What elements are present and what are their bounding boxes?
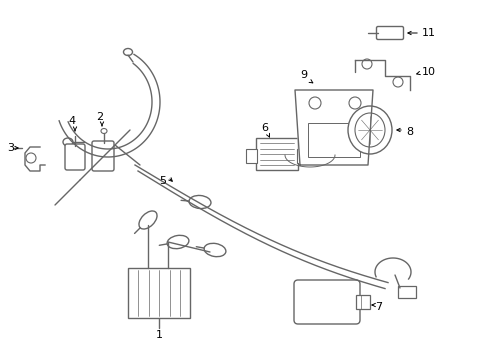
- Text: 3: 3: [7, 143, 14, 153]
- Circle shape: [393, 77, 403, 87]
- Ellipse shape: [355, 113, 385, 147]
- Bar: [246, 149, 257, 163]
- Text: 5: 5: [160, 176, 167, 186]
- FancyBboxPatch shape: [92, 141, 114, 171]
- Ellipse shape: [189, 195, 211, 208]
- Polygon shape: [295, 90, 373, 165]
- Text: 8: 8: [406, 127, 413, 137]
- Bar: [128, 268, 190, 318]
- Ellipse shape: [123, 49, 132, 55]
- Bar: [297, 149, 308, 163]
- Ellipse shape: [167, 235, 189, 249]
- Circle shape: [26, 153, 36, 163]
- Ellipse shape: [139, 211, 157, 229]
- Circle shape: [349, 97, 361, 109]
- Ellipse shape: [204, 243, 226, 257]
- FancyBboxPatch shape: [376, 27, 403, 40]
- Text: 4: 4: [69, 116, 75, 126]
- FancyBboxPatch shape: [398, 286, 416, 298]
- Text: 9: 9: [300, 70, 308, 80]
- Bar: [256, 138, 298, 170]
- Ellipse shape: [348, 106, 392, 154]
- FancyBboxPatch shape: [65, 144, 85, 170]
- Text: 10: 10: [422, 67, 436, 77]
- Text: 11: 11: [422, 28, 436, 38]
- Text: 6: 6: [262, 123, 269, 133]
- Circle shape: [362, 59, 372, 69]
- Ellipse shape: [101, 129, 107, 134]
- Bar: [308, 123, 360, 157]
- Ellipse shape: [63, 138, 73, 146]
- Text: 2: 2: [97, 112, 103, 122]
- Bar: [356, 295, 370, 309]
- Text: 1: 1: [155, 330, 163, 340]
- Text: 7: 7: [375, 302, 382, 312]
- Circle shape: [309, 97, 321, 109]
- FancyBboxPatch shape: [294, 280, 360, 324]
